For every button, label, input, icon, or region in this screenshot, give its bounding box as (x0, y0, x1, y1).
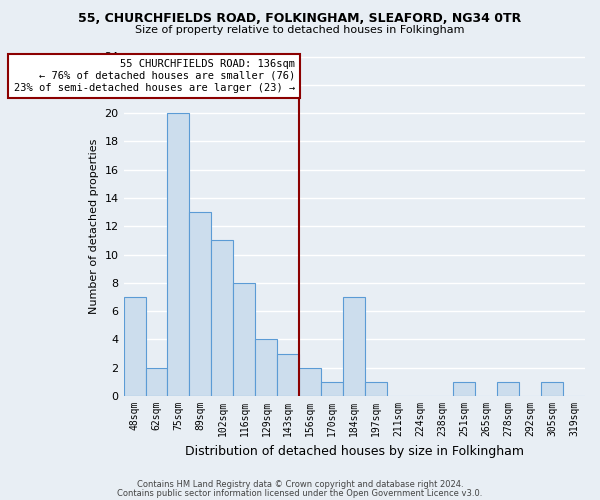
Y-axis label: Number of detached properties: Number of detached properties (89, 138, 99, 314)
Bar (167, 113, 190, 396)
Bar (497, 382, 519, 396)
Bar (124, 297, 146, 396)
Bar (211, 240, 233, 396)
Text: 55 CHURCHFIELDS ROAD: 136sqm
← 76% of detached houses are smaller (76)
23% of se: 55 CHURCHFIELDS ROAD: 136sqm ← 76% of de… (14, 60, 295, 92)
Bar (256, 340, 277, 396)
Bar (541, 382, 563, 396)
Bar (277, 354, 299, 396)
Bar (299, 368, 322, 396)
Text: Contains HM Land Registry data © Crown copyright and database right 2024.: Contains HM Land Registry data © Crown c… (137, 480, 463, 489)
Text: Size of property relative to detached houses in Folkingham: Size of property relative to detached ho… (135, 25, 465, 35)
Bar (453, 382, 475, 396)
Text: Contains public sector information licensed under the Open Government Licence v3: Contains public sector information licen… (118, 488, 482, 498)
Bar (190, 212, 211, 396)
Bar (322, 382, 343, 396)
Bar (343, 297, 365, 396)
Bar (146, 368, 167, 396)
X-axis label: Distribution of detached houses by size in Folkingham: Distribution of detached houses by size … (185, 444, 524, 458)
Bar (365, 382, 387, 396)
Text: 55, CHURCHFIELDS ROAD, FOLKINGHAM, SLEAFORD, NG34 0TR: 55, CHURCHFIELDS ROAD, FOLKINGHAM, SLEAF… (79, 12, 521, 26)
Bar (233, 283, 256, 396)
